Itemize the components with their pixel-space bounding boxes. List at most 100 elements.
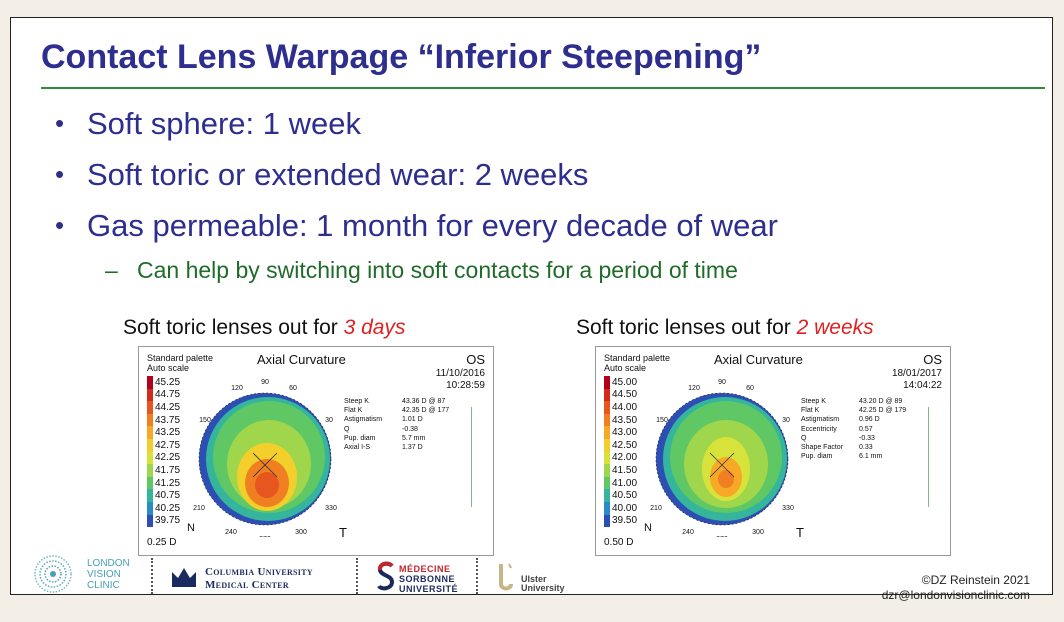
angle-label: 120 [688,385,700,392]
copyright-block: ©DZ Reinstein 2021 dzr@londonvisionclini… [882,573,1030,603]
slide: Contact Lens Warpage “Inferior Steepenin… [10,17,1054,602]
scale-mode: Auto scale [604,363,647,373]
exam-time: 10:28:59 [446,380,485,391]
scale-value: 42.50 [612,439,638,451]
axis-line [709,452,735,478]
scale-swatch [147,388,153,402]
sub-bullet-marker: – [105,257,118,283]
ulster-line: Ulster [521,574,547,584]
scale-row: 41.75 [147,464,180,477]
stat-label: Shape Factor [801,444,844,452]
scale-swatch [147,401,153,414]
scale-value: 44.50 [612,389,638,401]
lvc-line: LONDON [87,558,130,569]
stat-label: Flat K [801,407,820,415]
outer-ring [198,392,332,526]
sorbonne-line: MÉDECINE [399,564,451,574]
eye-label: OS [466,352,485,367]
scale-value: 44.25 [155,401,181,413]
scale-value: 43.50 [612,414,638,426]
lvc-line: CLINIC [87,580,120,591]
bullet-marker: • [55,210,65,240]
palette-name: Standard palette [604,353,671,363]
stat-value: -0.38 [402,425,418,433]
scale-row: 42.00 [604,451,638,465]
scale-value: 45.00 [612,376,638,388]
scale-value: 44.00 [612,401,638,413]
scale-value: 43.00 [612,427,638,439]
axis-line [252,452,278,478]
stat-value: 42.25 D @ 179 [859,407,907,415]
columbia-line: Columbia University [205,566,313,578]
angle-label: 90 [718,379,726,386]
scale-row: 42.25 [147,451,180,465]
stat-row: Flat K 42.35 D @ 177 [344,406,449,415]
angle-label: 300 [752,529,764,536]
scale-value: 42.00 [612,452,638,464]
stat-value: 0.57 [859,425,873,433]
scale-swatch [147,489,153,502]
bullet-marker: • [55,159,65,189]
stat-row: Astigmatism 0.96 D [801,415,906,424]
london-vision-clinic-logo-icon [34,555,72,593]
stat-row: Astigmatism 1.01 D [344,415,449,424]
stat-label: Astigmatism [344,416,383,424]
scale-row: 43.00 [604,426,637,439]
scale-swatch [147,438,153,452]
sorbonne-line: SORBONNE [399,574,456,584]
map-title: Axial Curvature [714,352,803,367]
stat-row: Q -0.38 [344,425,449,434]
panel-divider [471,407,472,507]
bullet-item: • Gas permeable: 1 month for every decad… [55,200,1045,251]
corneal-topography-plot: 120 90 60 150 30 210 240 270 300 330 [193,379,337,537]
red-zone [255,472,279,498]
scale-row: 44.75 [147,388,181,402]
left-map-caption: Soft toric lenses out for 3 days [123,316,405,340]
scale-value: 41.25 [155,477,181,489]
logo-separator [356,558,358,594]
scale-value: 44.75 [155,389,181,401]
scale-row: 39.50 [604,514,637,528]
logo-separator [476,558,478,594]
stat-label: Q [344,425,350,433]
scale-step: 0.50 D [604,537,634,548]
temporal-label: T [339,525,347,540]
scale-swatch [604,451,610,465]
angle-label: 330 [782,505,794,512]
caption-text: Soft toric lenses out for [576,316,797,339]
ulster-line: University [521,583,565,593]
eye-label: OS [923,352,942,367]
exam-time: 14:04:22 [903,380,942,391]
logo-separator [151,558,153,594]
angle-label: 240 [225,529,237,536]
caption-highlight: 2 weeks [796,316,874,339]
scale-row: 45.25 [147,376,180,389]
scale-value: 41.00 [612,477,638,489]
caption-highlight: 3 days [343,316,406,339]
scale-swatch [147,376,153,389]
stat-label: Flat K [344,407,363,415]
caption-text: Soft toric lenses out for [123,316,344,339]
ulster-university-icon [499,563,513,591]
bullet-marker: • [55,108,65,138]
stat-label: Pup. diam [801,453,833,461]
london-vision-clinic-wordmark: LONDON VISION CLINIC [87,558,130,591]
stat-row: Pup. diam 6.1 mm [801,452,906,461]
scale-swatch [604,376,610,389]
stat-label: Axial I-S [344,444,371,452]
stat-row: Axial I-S 1.37 D [344,443,449,452]
scale-row: 44.00 [604,401,637,414]
scale-step: 0.25 D [147,537,177,548]
ulster-wordmark: Ulster University [521,575,565,593]
scale-value: 40.50 [612,490,638,502]
footer: LONDON VISION CLINIC Columbia University… [11,550,1054,602]
scale-row: 40.25 [147,501,180,515]
angle-label: 60 [289,385,297,392]
stat-value: 1.37 D [402,444,423,452]
stat-value: 43.20 D @ 89 [859,398,903,405]
palette-label: Standard palette Auto scale [147,353,213,373]
bullet-text: Soft sphere: 1 week [87,106,361,141]
stat-row: Shape Factor 0.33 [801,443,906,452]
bullet-text: Soft toric or extended wear: 2 weeks [87,157,589,192]
scale-swatch [147,464,153,477]
